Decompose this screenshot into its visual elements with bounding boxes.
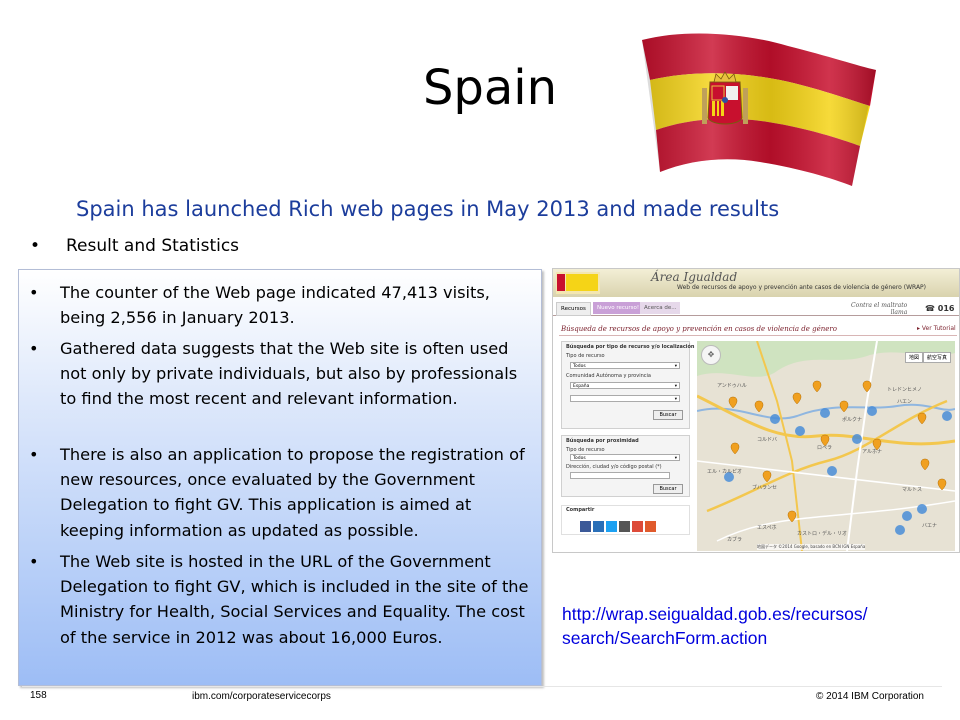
slide-subtitle: Spain has launched Rich web pages in May… bbox=[76, 197, 780, 221]
tutorial-label: Ver Tutorial bbox=[921, 325, 956, 332]
tutorial-link[interactable]: ▸ Ver Tutorial bbox=[917, 325, 956, 332]
tab-acerca[interactable]: Acerca de... bbox=[640, 302, 681, 314]
chevron-down-icon: ▾ bbox=[674, 364, 677, 369]
footer-site: ibm.com/corporateservicecorps bbox=[192, 691, 331, 702]
tipo-select[interactable]: Todos ▾ bbox=[570, 454, 680, 461]
url-line-2: search/SearchForm.action bbox=[562, 628, 768, 648]
results-textbox: • The counter of the Web page indicated … bbox=[18, 269, 542, 686]
comunidad-value: España bbox=[573, 384, 590, 389]
slide-title: Spain bbox=[422, 60, 558, 116]
helpline-number: 016 bbox=[937, 304, 955, 313]
map-place-label: カブラ bbox=[727, 536, 742, 543]
bullet-text: There is also an application to propose … bbox=[60, 445, 525, 540]
bullet-item: • The Web site is hosted in the URL of t… bbox=[29, 549, 533, 650]
panel-title: Búsqueda por tipo de recurso y/o localiz… bbox=[566, 344, 695, 350]
address-input[interactable] bbox=[570, 472, 670, 479]
field-label: Tipo de recurso bbox=[566, 353, 605, 359]
website-screenshot: Área Igualdad Web de recursos de apoyo y… bbox=[552, 268, 960, 553]
chevron-down-icon: ▾ bbox=[674, 384, 677, 389]
helpline-line2: llama bbox=[890, 309, 908, 316]
bullet-text: The Web site is hosted in the URL of the… bbox=[60, 552, 529, 647]
delicious-icon[interactable] bbox=[593, 521, 604, 532]
website-url[interactable]: http://wrap.seigualdad.gob.es/recursos/ … bbox=[562, 602, 867, 650]
tab-nuevo-recurso[interactable]: Nuevo recurso! bbox=[593, 302, 644, 314]
search-button[interactable]: Buscar bbox=[653, 484, 683, 494]
bullet-dot: • bbox=[30, 236, 41, 256]
footer-copyright: © 2014 IBM Corporation bbox=[816, 691, 924, 702]
map-type-controls: 地図 航空写真 bbox=[904, 344, 951, 363]
map-attribution: 地図データ ©2014 Google, basado en BCN IGN Es… bbox=[757, 544, 866, 550]
phone-icon: ☎ 016 bbox=[925, 304, 955, 313]
site-subtitle: Web de recursos de apoyo y prevención an… bbox=[677, 284, 927, 291]
map-place-label: ロペラ bbox=[817, 445, 832, 451]
search-by-proximity-panel: Búsqueda por proximidad Tipo de recurso … bbox=[561, 435, 690, 497]
footer-divider bbox=[22, 686, 942, 687]
map-place-label: エスペホ bbox=[757, 525, 777, 531]
bullet-item: • Gathered data suggests that the Web si… bbox=[29, 336, 533, 412]
tipo-value: Todos bbox=[573, 364, 586, 369]
tab-recursos[interactable]: Recursos bbox=[556, 302, 591, 316]
chevron-down-icon: ▾ bbox=[674, 397, 677, 402]
share-icons bbox=[580, 517, 658, 536]
helpline-line1: Contra el maltrato bbox=[851, 302, 908, 309]
bullet-text: The counter of the Web page indicated 47… bbox=[60, 283, 490, 328]
site-area-title: Área Igualdad bbox=[651, 270, 738, 284]
map-place-label: カストロ・デル・リオ bbox=[797, 530, 847, 537]
map-place-label: ポルクナ bbox=[842, 416, 862, 423]
map-place-label: ブハランセ bbox=[752, 484, 777, 491]
map-place-label: トレドンヒメノ bbox=[887, 387, 922, 393]
section-title: Búsqueda de recursos de apoyo y prevenci… bbox=[561, 325, 837, 333]
field-label: Dirección, ciudad y/o código postal (*) bbox=[566, 464, 662, 470]
map-place-label: マルトス bbox=[902, 487, 922, 493]
bullet-item: • The counter of the Web page indicated … bbox=[29, 280, 533, 330]
map-type-satellite-button[interactable]: 航空写真 bbox=[922, 352, 951, 363]
url-line-1: http://wrap.seigualdad.gob.es/recursos/ bbox=[562, 604, 868, 624]
comunidad-select[interactable]: España ▾ bbox=[570, 382, 680, 389]
section-heading: Result and Statistics bbox=[66, 236, 240, 256]
bullet-dot: • bbox=[29, 552, 39, 571]
plus-icon[interactable] bbox=[645, 521, 656, 532]
helpline-text: Contra el maltrato llama bbox=[851, 302, 907, 316]
map-place-label: アンドゥハル bbox=[717, 383, 747, 389]
provincia-select[interactable]: ▾ bbox=[570, 395, 680, 402]
share-label: Compartir bbox=[566, 507, 595, 513]
share-panel: Compartir bbox=[561, 505, 690, 535]
map-pins bbox=[728, 380, 947, 523]
map-place-label: コルドバ bbox=[757, 437, 777, 443]
email-icon[interactable] bbox=[632, 521, 643, 532]
search-by-type-panel: Búsqueda por tipo de recurso y/o localiz… bbox=[561, 341, 695, 429]
twitter-icon[interactable] bbox=[606, 521, 617, 532]
map-place-label: バエナ bbox=[922, 523, 937, 529]
bullet-dot: • bbox=[29, 339, 39, 358]
bullet-item: • There is also an application to propos… bbox=[29, 442, 533, 543]
bullet-dot: • bbox=[29, 445, 39, 464]
page-number: 158 bbox=[30, 690, 47, 701]
government-seal-icon bbox=[556, 272, 600, 294]
facebook-icon[interactable] bbox=[580, 521, 591, 532]
map-type-map-button[interactable]: 地図 bbox=[904, 352, 923, 363]
resource-map[interactable]: アンドゥハル ハエン コルドバ ロペラ ブハランセ エル・カルピオ アルホナ ポ… bbox=[697, 341, 955, 551]
site-nav: Recursos Nuevo recurso! Acerca de... bbox=[553, 301, 959, 316]
chevron-down-icon: ▾ bbox=[674, 456, 677, 461]
map-place-label: エル・カルピオ bbox=[707, 469, 742, 475]
map-canvas: アンドゥハル ハエン コルドバ ロペラ ブハランセ エル・カルピオ アルホナ ポ… bbox=[697, 341, 955, 551]
bookmark-icon[interactable] bbox=[619, 521, 630, 532]
map-place-label: アルホナ bbox=[862, 449, 882, 455]
panel-title: Búsqueda por proximidad bbox=[566, 438, 639, 444]
bullet-dot: • bbox=[29, 283, 39, 302]
map-clusters bbox=[724, 406, 952, 535]
map-pan-control-icon[interactable]: ✥ bbox=[701, 345, 721, 365]
map-place-label: ハエン bbox=[897, 399, 912, 405]
bullet-text: Gathered data suggests that the Web site… bbox=[60, 339, 518, 409]
spain-flag-icon bbox=[642, 33, 876, 186]
field-label: Tipo de recurso bbox=[566, 447, 605, 453]
tipo-value: Todos bbox=[573, 456, 586, 461]
field-label: Comunidad Autónoma y provincia bbox=[566, 373, 651, 379]
search-button[interactable]: Buscar bbox=[653, 410, 683, 420]
site-header: Área Igualdad Web de recursos de apoyo y… bbox=[553, 269, 959, 297]
divider bbox=[559, 335, 957, 336]
tipo-select[interactable]: Todos ▾ bbox=[570, 362, 680, 369]
